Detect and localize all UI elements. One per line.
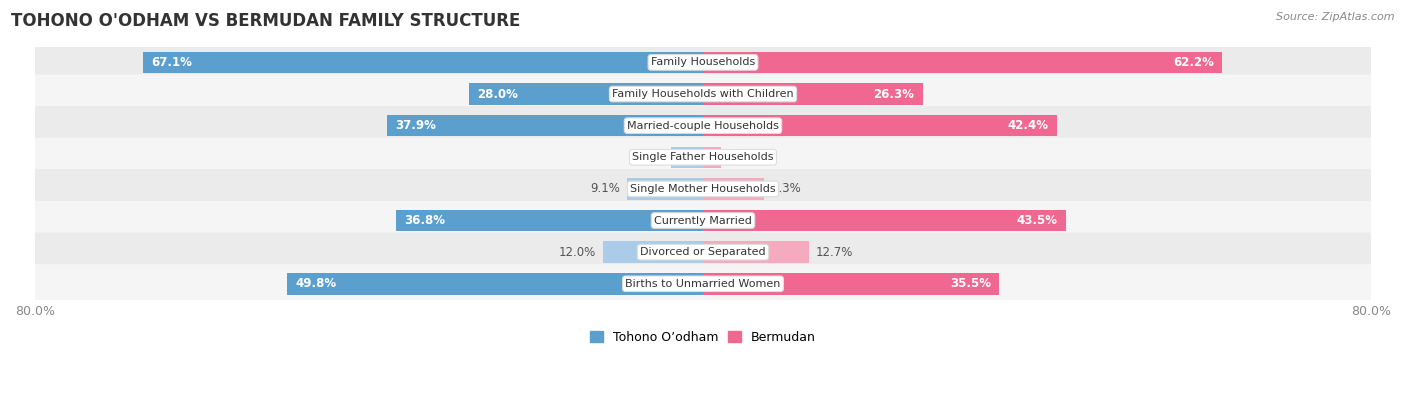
Text: 36.8%: 36.8% <box>404 214 446 227</box>
Bar <box>387 115 703 136</box>
Bar <box>703 115 1057 136</box>
Text: Currently Married: Currently Married <box>654 216 752 226</box>
Text: Source: ZipAtlas.com: Source: ZipAtlas.com <box>1277 12 1395 22</box>
Bar <box>703 241 808 263</box>
FancyBboxPatch shape <box>34 233 1372 272</box>
Text: 26.3%: 26.3% <box>873 88 914 101</box>
Text: 28.0%: 28.0% <box>478 88 519 101</box>
Text: Divorced or Separated: Divorced or Separated <box>640 247 766 257</box>
FancyBboxPatch shape <box>34 264 1372 303</box>
FancyBboxPatch shape <box>34 138 1372 177</box>
Bar <box>470 83 703 105</box>
Text: 7.3%: 7.3% <box>770 182 800 196</box>
Legend: Tohono Oʼodham, Bermudan: Tohono Oʼodham, Bermudan <box>585 326 821 349</box>
Text: 37.9%: 37.9% <box>395 119 436 132</box>
Text: TOHONO O'ODHAM VS BERMUDAN FAMILY STRUCTURE: TOHONO O'ODHAM VS BERMUDAN FAMILY STRUCT… <box>11 12 520 30</box>
Bar <box>287 273 703 295</box>
Bar <box>703 210 1066 231</box>
Bar <box>703 178 763 199</box>
Text: 42.4%: 42.4% <box>1008 119 1049 132</box>
Text: 12.0%: 12.0% <box>558 246 596 259</box>
Text: Single Father Households: Single Father Households <box>633 152 773 162</box>
Bar <box>703 147 720 168</box>
Text: 49.8%: 49.8% <box>295 277 336 290</box>
Bar <box>703 83 922 105</box>
Text: Married-couple Households: Married-couple Households <box>627 120 779 131</box>
Text: Single Mother Households: Single Mother Households <box>630 184 776 194</box>
Bar <box>703 52 1222 73</box>
Text: Family Households: Family Households <box>651 57 755 68</box>
Bar <box>603 241 703 263</box>
Text: 62.2%: 62.2% <box>1173 56 1213 69</box>
Bar <box>627 178 703 199</box>
Text: 43.5%: 43.5% <box>1017 214 1057 227</box>
Text: 35.5%: 35.5% <box>950 277 991 290</box>
Text: 12.7%: 12.7% <box>815 246 853 259</box>
Text: Family Households with Children: Family Households with Children <box>612 89 794 99</box>
Text: 67.1%: 67.1% <box>150 56 193 69</box>
Bar <box>395 210 703 231</box>
FancyBboxPatch shape <box>34 43 1372 82</box>
FancyBboxPatch shape <box>34 169 1372 209</box>
FancyBboxPatch shape <box>34 74 1372 114</box>
Bar <box>143 52 703 73</box>
Text: 2.1%: 2.1% <box>727 151 756 164</box>
Text: 9.1%: 9.1% <box>591 182 620 196</box>
Text: 3.8%: 3.8% <box>636 151 665 164</box>
Bar <box>703 273 1000 295</box>
Bar <box>671 147 703 168</box>
Text: Births to Unmarried Women: Births to Unmarried Women <box>626 279 780 289</box>
FancyBboxPatch shape <box>34 106 1372 145</box>
FancyBboxPatch shape <box>34 201 1372 240</box>
